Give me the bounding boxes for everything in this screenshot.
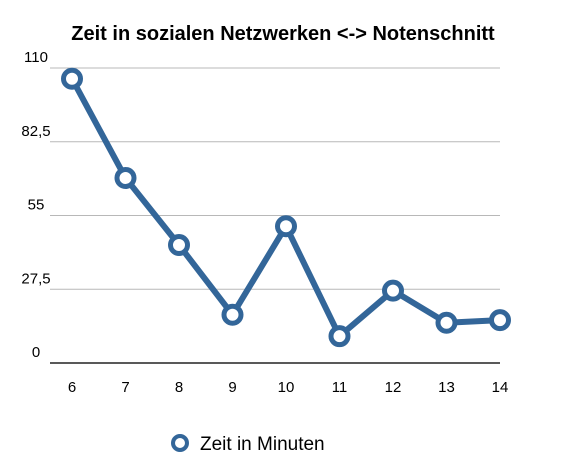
- data-point: [114, 166, 137, 189]
- series-line: [69, 75, 503, 340]
- x-tick-label: 7: [121, 379, 129, 396]
- y-axis-tick-labels: 0 27,5 55 82,5 110: [21, 49, 50, 361]
- data-point: [489, 309, 511, 332]
- data-point: [435, 311, 458, 334]
- data-point: [61, 67, 83, 90]
- chart-title: Zeit in sozialen Netzwerken <-> Notensch…: [71, 23, 495, 45]
- legend-label: Zeit in Minuten: [200, 434, 325, 455]
- legend-marker-icon: [171, 434, 189, 452]
- data-point: [382, 279, 404, 302]
- data-point: [275, 215, 297, 238]
- x-tick-label: 12: [385, 379, 402, 396]
- data-point: [168, 234, 190, 256]
- data-point: [328, 325, 351, 348]
- x-tick-label: 6: [68, 379, 76, 396]
- y-tick-label: 110: [24, 49, 48, 66]
- x-tick-label: 11: [332, 379, 348, 396]
- y-tick-label: 27,5: [21, 270, 50, 287]
- grid-lines: [50, 67, 500, 290]
- y-tick-label: 55: [28, 197, 45, 214]
- y-tick-label: 0: [32, 344, 40, 361]
- legend: Zeit in Minuten: [171, 434, 325, 455]
- data-point: [221, 303, 244, 326]
- x-axis-tick-labels: 6 7 8 9 10 11 12 13 14: [68, 379, 509, 396]
- y-tick-label: 82,5: [21, 123, 50, 140]
- x-tick-label: 8: [175, 379, 183, 396]
- x-tick-label: 14: [492, 379, 509, 396]
- x-tick-label: 13: [438, 379, 455, 396]
- data-series: [61, 67, 511, 348]
- x-tick-label: 10: [278, 379, 295, 396]
- x-tick-label: 9: [228, 379, 236, 396]
